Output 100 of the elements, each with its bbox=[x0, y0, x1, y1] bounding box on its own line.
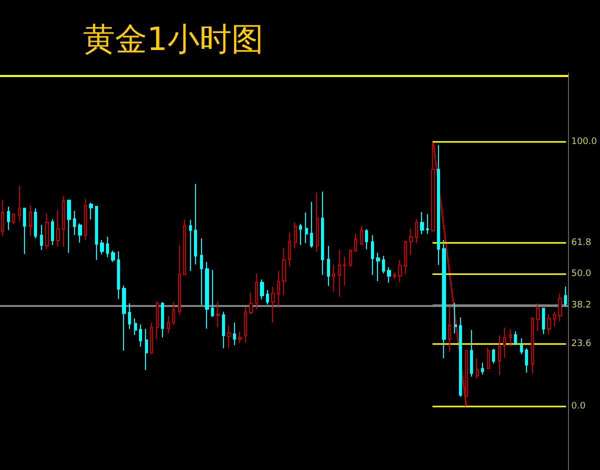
candlestick bbox=[448, 306, 451, 352]
y-tick-label: 38.2 bbox=[571, 300, 592, 310]
candlestick bbox=[382, 255, 385, 274]
candlestick bbox=[178, 244, 181, 316]
candlestick bbox=[95, 205, 98, 260]
candlestick bbox=[45, 212, 49, 250]
candlestick bbox=[277, 270, 280, 308]
candlestick bbox=[29, 204, 32, 237]
candlestick bbox=[299, 223, 302, 246]
candlestick bbox=[536, 302, 540, 332]
candlestick bbox=[503, 327, 506, 358]
candlestick bbox=[371, 234, 374, 276]
chart-title: 黄金1小时图 bbox=[83, 20, 264, 58]
candlestick bbox=[161, 302, 164, 338]
candlestick bbox=[487, 346, 490, 370]
candlestick bbox=[531, 316, 534, 374]
candlestick bbox=[194, 183, 197, 265]
candlestick bbox=[167, 315, 170, 334]
candlestick bbox=[78, 222, 82, 244]
candlestick bbox=[134, 318, 137, 336]
candlestick bbox=[547, 314, 551, 335]
candlestick bbox=[393, 272, 396, 280]
candlestick bbox=[288, 232, 291, 266]
candlestick bbox=[244, 306, 247, 344]
candlestick bbox=[459, 317, 462, 398]
y-tick-label: 61.8 bbox=[571, 238, 592, 248]
candlestick bbox=[211, 269, 214, 318]
candlestick bbox=[343, 256, 346, 286]
candlestick bbox=[7, 206, 10, 230]
candlestick bbox=[404, 240, 407, 274]
candlestick bbox=[316, 192, 319, 252]
candlestick bbox=[481, 362, 484, 375]
candlestick bbox=[222, 311, 225, 349]
candlestick bbox=[470, 329, 473, 378]
y-tick-label: 100.0 bbox=[571, 136, 598, 147]
candlestick bbox=[492, 348, 495, 364]
candlestick bbox=[122, 285, 126, 352]
candlestick bbox=[145, 328, 148, 370]
candlestick bbox=[150, 322, 153, 355]
candlestick bbox=[454, 302, 457, 334]
candlestick bbox=[514, 330, 517, 346]
candlestick bbox=[200, 238, 203, 306]
candlestick bbox=[18, 186, 21, 222]
candlestick bbox=[189, 219, 192, 272]
candlestick bbox=[338, 250, 341, 298]
candlestick bbox=[376, 252, 380, 282]
candlestick bbox=[73, 210, 76, 236]
candlestick bbox=[12, 214, 15, 224]
candlestick bbox=[56, 209, 60, 248]
candlestick bbox=[442, 240, 446, 359]
candlestick bbox=[227, 325, 231, 349]
candlestick bbox=[525, 348, 528, 374]
candlestick bbox=[266, 290, 269, 305]
candlestick bbox=[415, 218, 418, 244]
candlestick bbox=[62, 195, 65, 248]
candlestick bbox=[558, 292, 562, 322]
candlestick bbox=[509, 328, 512, 348]
candlestick bbox=[387, 266, 391, 284]
candlestick bbox=[426, 214, 429, 234]
candlestick bbox=[282, 248, 286, 296]
candlestick bbox=[128, 302, 131, 330]
candlestick bbox=[520, 338, 523, 355]
candlestick bbox=[360, 225, 363, 245]
candlestick bbox=[305, 212, 308, 244]
candlestick bbox=[233, 322, 236, 346]
candlestick bbox=[84, 198, 87, 241]
candlestick bbox=[398, 259, 402, 283]
candlestick bbox=[216, 301, 220, 328]
candlestick bbox=[542, 308, 545, 334]
candlestick bbox=[476, 358, 479, 379]
candlestick bbox=[354, 232, 357, 252]
candlestick bbox=[89, 202, 93, 220]
candlestick bbox=[260, 278, 264, 300]
candlestick bbox=[40, 224, 43, 251]
candlestick bbox=[332, 264, 335, 292]
candlestick bbox=[349, 248, 352, 268]
candlestick bbox=[205, 261, 209, 330]
candlestick bbox=[183, 218, 186, 276]
candlestick bbox=[271, 286, 275, 324]
candlestick bbox=[553, 311, 556, 327]
candlestick bbox=[365, 228, 368, 250]
candlestick bbox=[172, 302, 175, 326]
candlestick bbox=[34, 208, 37, 239]
y-tick-label: 23.6 bbox=[571, 339, 592, 350]
candlestick bbox=[156, 300, 159, 340]
candlestick bbox=[238, 331, 242, 344]
candlestick bbox=[310, 201, 313, 248]
candlestick bbox=[100, 240, 104, 255]
candlestick bbox=[498, 335, 501, 376]
candlestick bbox=[51, 218, 54, 246]
candlestick bbox=[1, 200, 4, 237]
candlestick bbox=[409, 228, 413, 256]
y-tick-label: 50.0 bbox=[571, 269, 592, 280]
candlestick bbox=[420, 211, 424, 235]
y-tick-label: 0.0 bbox=[571, 401, 586, 412]
candlestick bbox=[564, 286, 567, 308]
candlestick bbox=[321, 191, 324, 276]
candlestick bbox=[106, 236, 109, 258]
candlestick bbox=[249, 292, 253, 315]
candlestick bbox=[23, 207, 26, 255]
